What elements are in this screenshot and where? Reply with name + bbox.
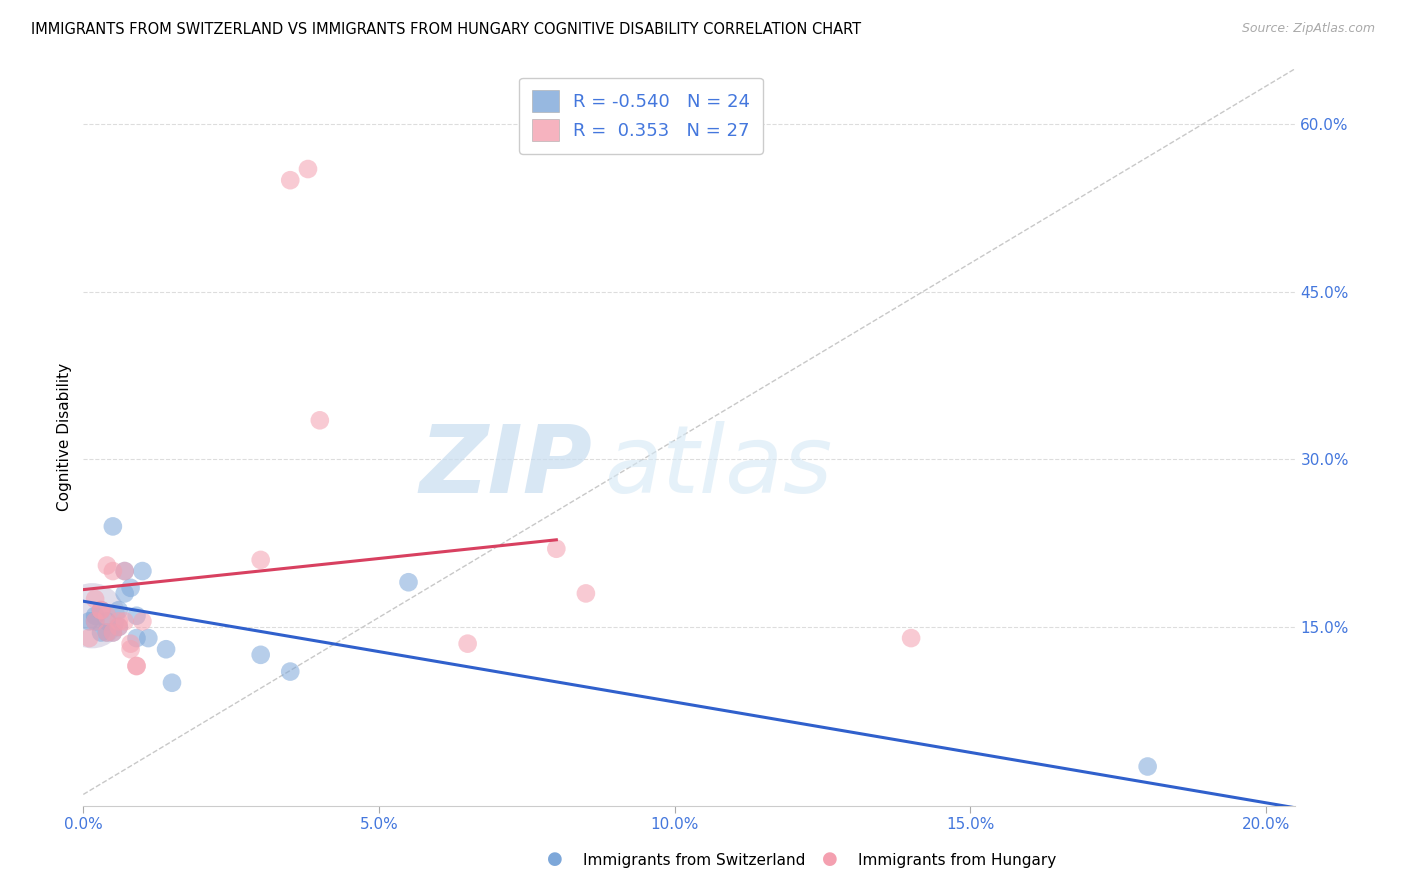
Point [278, 665, 301, 679]
Legend: R = -0.540   N = 24, R =  0.353   N = 27: R = -0.540 N = 24, R = 0.353 N = 27 [519, 78, 763, 154]
Y-axis label: Cognitive Disability: Cognitive Disability [58, 363, 72, 511]
Point [125, 608, 148, 623]
Point [131, 615, 153, 629]
Point [125, 659, 148, 673]
Point [77, 615, 100, 629]
Point [114, 615, 136, 629]
Point [82, 608, 104, 623]
Text: Immigrants from Hungary: Immigrants from Hungary [858, 853, 1056, 868]
Point [398, 575, 420, 590]
Point [575, 586, 598, 600]
Point [160, 675, 183, 690]
Point [101, 519, 124, 533]
Point [84, 608, 107, 623]
Point [101, 625, 124, 640]
Point [96, 625, 118, 640]
Point [96, 615, 118, 629]
Point [96, 558, 118, 573]
Point [84, 615, 107, 629]
Point [308, 413, 330, 427]
Text: Immigrants from Switzerland: Immigrants from Switzerland [583, 853, 806, 868]
Point [1136, 759, 1159, 773]
Point [114, 564, 136, 578]
Point [155, 642, 177, 657]
Point [457, 637, 479, 651]
Point [77, 631, 100, 645]
Point [120, 581, 142, 595]
Text: ZIP: ZIP [419, 420, 592, 513]
Point [107, 615, 129, 629]
Point [249, 553, 271, 567]
Point [84, 592, 107, 607]
Point [120, 637, 142, 651]
Point [546, 541, 568, 556]
Point [297, 161, 319, 176]
Point [90, 603, 112, 617]
Point [249, 648, 271, 662]
Text: ●: ● [821, 850, 838, 868]
Point [101, 564, 124, 578]
Point [125, 631, 148, 645]
Point [278, 173, 301, 187]
Point [82, 608, 104, 623]
Point [131, 564, 153, 578]
Point [90, 603, 112, 617]
Text: atlas: atlas [605, 421, 832, 512]
Point [90, 603, 112, 617]
Point [900, 631, 922, 645]
Point [107, 603, 129, 617]
Point [101, 625, 124, 640]
Point [84, 615, 107, 629]
Point [96, 625, 118, 640]
Point [96, 608, 118, 623]
Point [114, 564, 136, 578]
Point [125, 659, 148, 673]
Point [120, 642, 142, 657]
Text: Source: ZipAtlas.com: Source: ZipAtlas.com [1241, 22, 1375, 36]
Text: IMMIGRANTS FROM SWITZERLAND VS IMMIGRANTS FROM HUNGARY COGNITIVE DISABILITY CORR: IMMIGRANTS FROM SWITZERLAND VS IMMIGRANT… [31, 22, 860, 37]
Point [107, 620, 129, 634]
Text: ●: ● [547, 850, 564, 868]
Point [138, 631, 160, 645]
Point [90, 625, 112, 640]
Point [114, 586, 136, 600]
Point [107, 620, 129, 634]
